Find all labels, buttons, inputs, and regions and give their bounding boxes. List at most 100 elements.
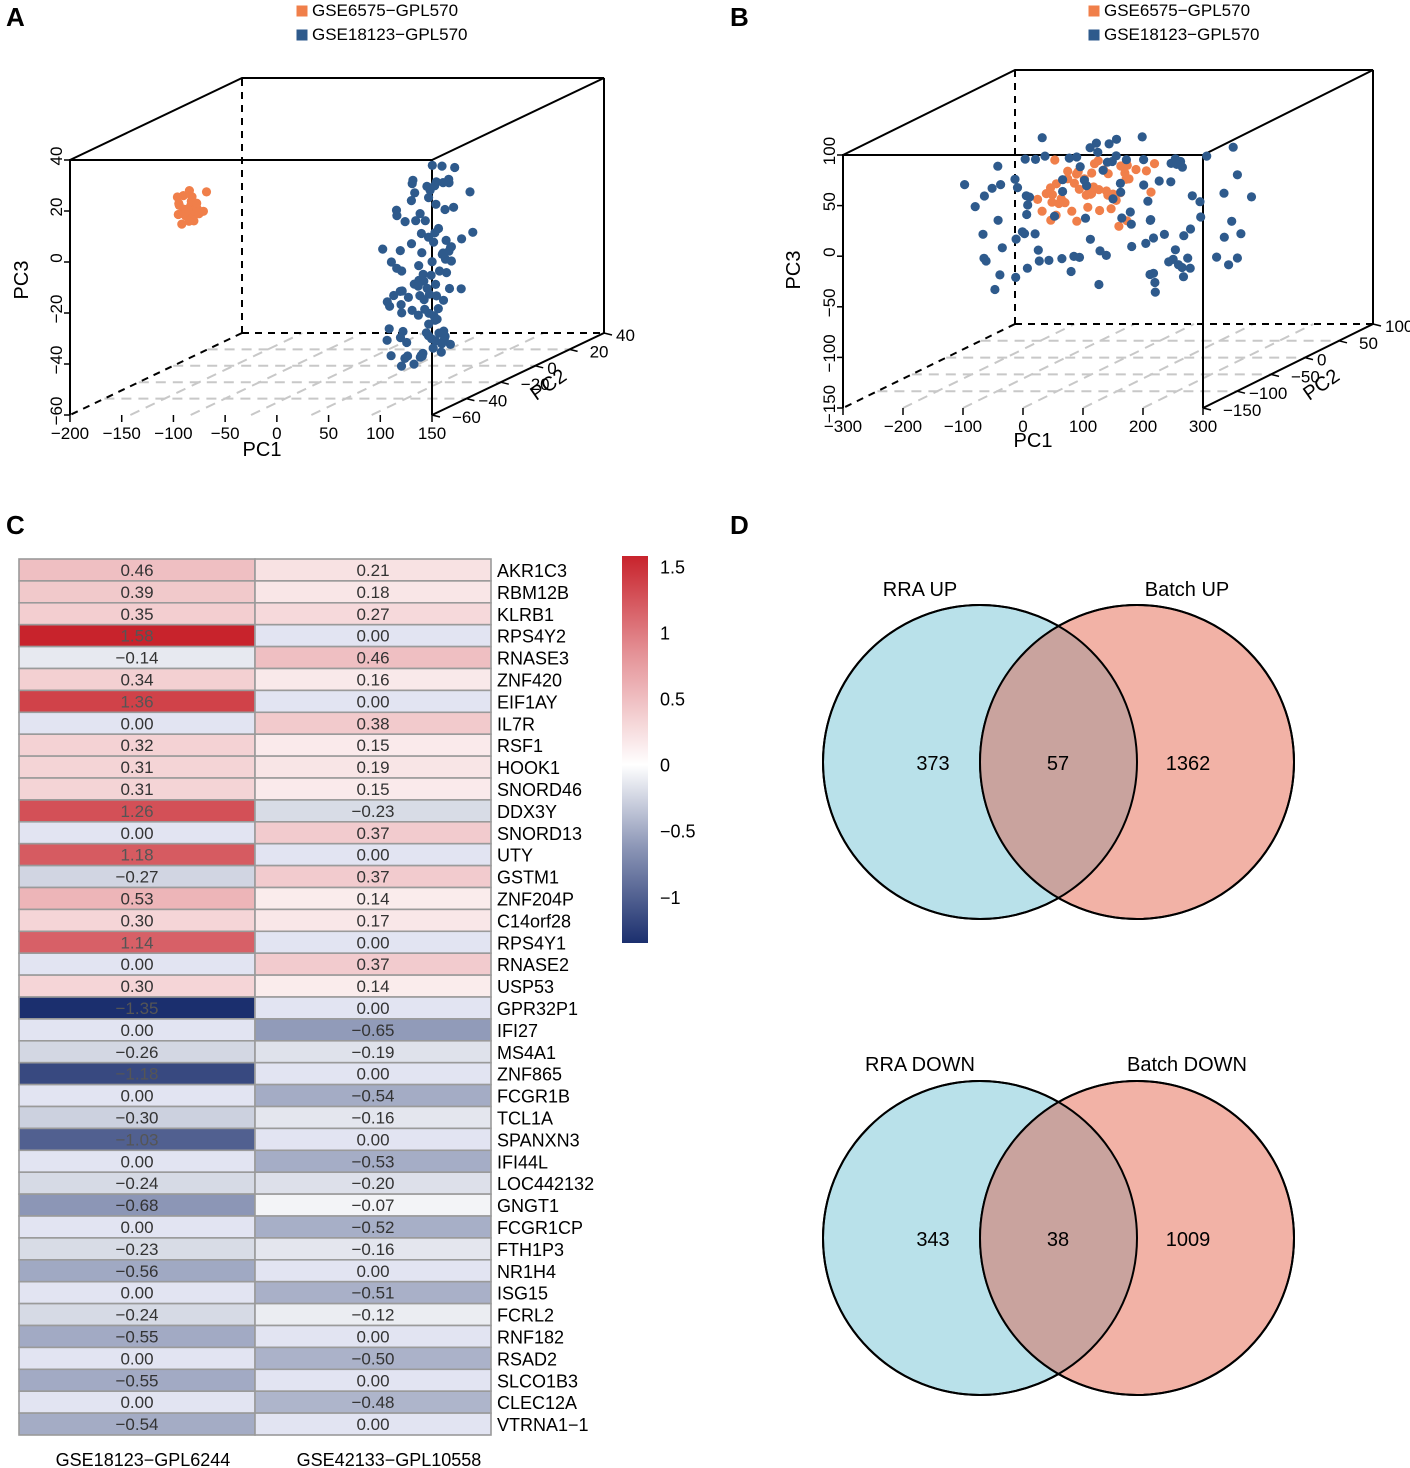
x-tick-label: 100 xyxy=(366,424,394,443)
venn-set-label-left: RRA UP xyxy=(883,579,957,601)
data-point xyxy=(1179,231,1189,241)
data-point xyxy=(456,284,466,294)
data-point xyxy=(1085,234,1095,244)
data-point xyxy=(1030,154,1041,164)
data-point xyxy=(1166,177,1176,187)
data-point xyxy=(1202,151,1212,161)
data-point xyxy=(1143,196,1153,206)
data-point xyxy=(1085,143,1095,153)
heatmap-cell-value: 0.00 xyxy=(120,1393,153,1412)
data-point xyxy=(1148,268,1159,278)
heatmap-cell-value: −0.48 xyxy=(351,1393,394,1412)
heatmap-cell-value: −0.68 xyxy=(115,1196,158,1215)
heatmap-row-label: FCGR1CP xyxy=(497,1218,583,1238)
panel-label-b: B xyxy=(730,2,749,32)
data-point xyxy=(431,199,441,209)
data-point xyxy=(1115,178,1125,188)
panel-a-pca-3d: −200 −150 −100 −50 0 50 100 150−60−40−2002040−6… xyxy=(11,1,635,461)
heatmap-cell-value: −0.24 xyxy=(115,1306,158,1325)
heatmap-cell-value: −0.52 xyxy=(351,1218,394,1237)
venn-outline-right xyxy=(979,604,1295,920)
data-point xyxy=(406,196,416,206)
data-point xyxy=(400,217,410,227)
colorbar-tick-label: 1.5 xyxy=(660,558,685,578)
data-point xyxy=(1149,159,1160,169)
colorbar-tick-label: −1 xyxy=(660,888,681,908)
data-point xyxy=(1139,155,1149,165)
data-point xyxy=(1030,229,1040,239)
data-point xyxy=(1236,229,1246,239)
data-point xyxy=(1012,183,1023,193)
y-tick-label: −50 xyxy=(1291,367,1320,386)
heatmap-row-label: GPR32P1 xyxy=(497,999,578,1019)
data-point xyxy=(391,205,402,215)
venn-outline-right xyxy=(979,1080,1295,1396)
heatmap-row-label: FCRL2 xyxy=(497,1306,554,1326)
heatmap-cell-value: 0.37 xyxy=(356,868,389,887)
floor-grid-line xyxy=(310,332,484,416)
data-point xyxy=(995,270,1005,280)
data-point xyxy=(1020,154,1030,164)
data-point xyxy=(1093,147,1103,157)
venn-set-label-right: Batch DOWN xyxy=(1127,1054,1247,1076)
data-point xyxy=(432,314,442,324)
heatmap-cell-value: 0.00 xyxy=(120,1284,153,1303)
heatmap-cell-value: 0.00 xyxy=(120,1349,153,1368)
heatmap-row-label: SLCO1B3 xyxy=(497,1371,578,1391)
colorbar-tick-label: 0.5 xyxy=(660,690,685,710)
data-point xyxy=(987,183,997,193)
heatmap-cell-value: −0.30 xyxy=(115,1108,158,1127)
heatmap-cell-value: −0.54 xyxy=(115,1415,158,1434)
legend-swatch xyxy=(295,28,309,42)
data-point xyxy=(413,310,423,320)
venn-count-overlap: 57 xyxy=(1047,753,1069,775)
data-point xyxy=(409,359,419,369)
heatmap-row-label: IFI27 xyxy=(497,1021,538,1041)
data-point xyxy=(1045,183,1056,193)
venn-set-label-right: Batch UP xyxy=(1145,579,1229,601)
data-point xyxy=(1044,255,1054,265)
data-point xyxy=(423,232,434,242)
data-point xyxy=(1185,224,1196,234)
data-point xyxy=(450,162,460,173)
data-point xyxy=(382,335,392,345)
x-tick-label: 0 xyxy=(1018,417,1027,436)
heatmap-row-label: ZNF420 xyxy=(497,670,562,690)
heatmap-cell-value: −0.56 xyxy=(115,1262,158,1281)
venn-count-left-only: 343 xyxy=(916,1229,949,1251)
data-point xyxy=(174,198,184,209)
data-point xyxy=(1087,168,1097,178)
legend-label: GSE18123−GPL570 xyxy=(312,25,467,44)
data-point xyxy=(437,161,447,171)
data-point xyxy=(970,202,980,212)
data-point xyxy=(415,291,425,301)
heatmap-cell-value: 0.34 xyxy=(120,670,153,689)
heatmap-cell-value: 1.14 xyxy=(120,933,153,952)
legend-swatch xyxy=(1087,28,1101,42)
heatmap-cell-value: 0.00 xyxy=(120,824,153,843)
data-point xyxy=(1177,162,1187,172)
data-point xyxy=(1108,194,1118,204)
data-point xyxy=(1173,260,1184,270)
heatmap-row-label: RSF1 xyxy=(497,736,543,756)
data-point xyxy=(430,181,440,191)
x-tick-label: 100 xyxy=(1069,417,1097,436)
data-point xyxy=(1219,188,1229,198)
data-point xyxy=(1106,204,1116,214)
heatmap-cell-value: 0.15 xyxy=(356,780,389,799)
panel-b-pca-3d: −300 −200 −100 0 100 200 300−150−100−50050100−… xyxy=(783,1,1410,452)
data-point xyxy=(173,209,183,220)
data-point xyxy=(993,161,1003,171)
data-point xyxy=(421,328,431,338)
heatmap-cell xyxy=(254,1412,492,1436)
data-point xyxy=(996,180,1006,190)
heatmap-cell-value: 0.37 xyxy=(356,824,389,843)
heatmap-cell-value: 0.18 xyxy=(356,583,389,602)
data-point xyxy=(1183,253,1193,263)
box-edge xyxy=(69,159,433,415)
venn-set-label-left: RRA DOWN xyxy=(865,1054,975,1076)
heatmap-row-label: RNASE2 xyxy=(497,955,569,975)
hidden-edge xyxy=(842,323,1016,409)
data-point xyxy=(386,257,396,267)
heatmap-cell-value: −0.24 xyxy=(115,1174,158,1193)
